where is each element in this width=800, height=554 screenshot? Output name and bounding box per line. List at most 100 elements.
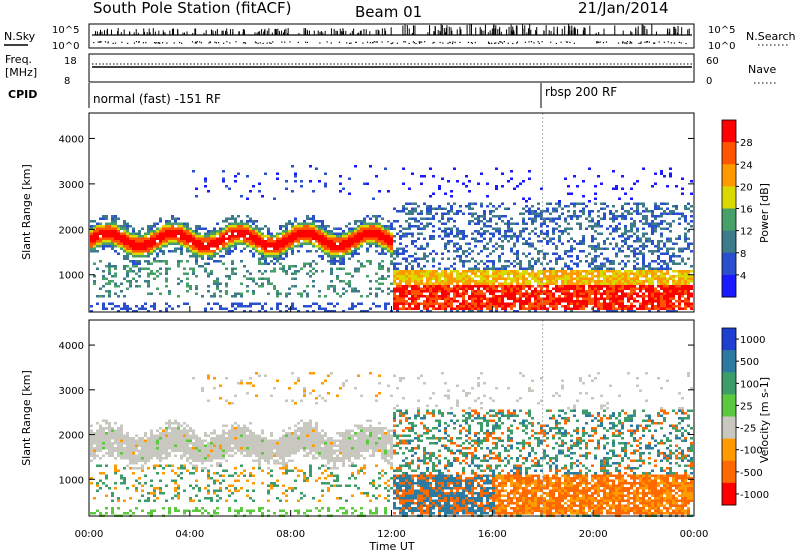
nsearch-dot [127,42,129,44]
power-cell [369,280,372,283]
power-cell [687,237,690,240]
power-cell [231,230,234,233]
power-cell [651,275,654,278]
power-cell [300,267,303,270]
power-cell [678,255,681,258]
power-cell [261,240,264,243]
power-cell [510,302,513,305]
power-cell [174,235,177,238]
power-cell [594,280,597,283]
power-cell [261,305,264,308]
power-cell [432,285,435,288]
power-cell [582,300,585,303]
power-cell [615,282,618,285]
power-cell [402,227,405,230]
power-cell [345,237,348,240]
power-cell [669,300,672,303]
power-cell [555,245,558,248]
velocity-cell [108,427,111,430]
power-cell [480,220,483,223]
power-cell [546,295,549,298]
power-cell [285,252,288,255]
power-cell [192,267,195,270]
power-cell [219,230,222,233]
power-cell [642,252,645,255]
power-cell [240,240,243,243]
power-cell [393,270,396,273]
power-cell [189,255,192,258]
power-cell [393,307,396,310]
power-cell [135,252,138,255]
power-cell [561,230,564,233]
power-cell [582,287,585,290]
power-cell [672,255,675,258]
nsearch-dot [235,41,237,43]
velocity-cell [96,422,99,425]
power-cell [270,235,273,238]
nsearch-dot [209,41,211,43]
power-cell [624,305,627,308]
power-cell [471,290,474,293]
power-cell [96,222,99,225]
power-cell [249,232,252,235]
power-cell [396,267,399,270]
power-cell [165,222,168,225]
power-cell [483,295,486,298]
power-cell [648,300,651,303]
power-cell [405,280,408,283]
power-cell [165,272,168,275]
velocity-cell [114,487,117,490]
power-cell [162,232,165,235]
power-cell [258,277,261,280]
power-cell [411,267,414,270]
power-cell [435,252,438,255]
power-cell [336,235,339,238]
power-cell [555,275,558,278]
power-cell [378,227,381,230]
power-cell [414,290,417,293]
power-cell [420,257,423,260]
power-cell [276,237,279,240]
power-cell [162,250,165,253]
power-cell [303,220,306,223]
power-cell [96,245,99,248]
power-cell [381,232,384,235]
power-cell [612,230,615,233]
power-cell [378,242,381,245]
power-cell [384,242,387,245]
power-cell [480,280,483,283]
power-cell [405,277,408,280]
power-cell [459,255,462,258]
power-cell [327,232,330,235]
power-cell [147,292,150,295]
power-cell [654,205,657,208]
power-cell [603,202,606,205]
power-cell [318,307,321,310]
power-cell [306,272,309,275]
power-cell [162,227,165,230]
nsearch-dot [112,42,114,45]
power-cell [423,257,426,260]
power-cell [330,235,333,238]
power-cell [387,247,390,250]
power-cell [306,215,309,218]
power-cell [225,237,228,240]
power-cell [666,285,669,288]
power-cell [423,272,426,275]
power-cell [684,240,687,243]
power-cell [306,232,309,235]
power-cell [138,250,141,253]
power-cell [648,250,651,253]
power-cell [369,217,372,220]
power-cell [483,217,486,220]
power-cell [447,250,450,253]
power-cell [636,180,639,183]
power-cell [504,272,507,275]
power-cell [276,307,279,310]
power-cell [552,302,555,305]
power-cell [315,237,318,240]
nsearch-dot [418,42,421,44]
power-cell [366,215,369,218]
power-cell [372,230,375,233]
power-cell [222,230,225,233]
